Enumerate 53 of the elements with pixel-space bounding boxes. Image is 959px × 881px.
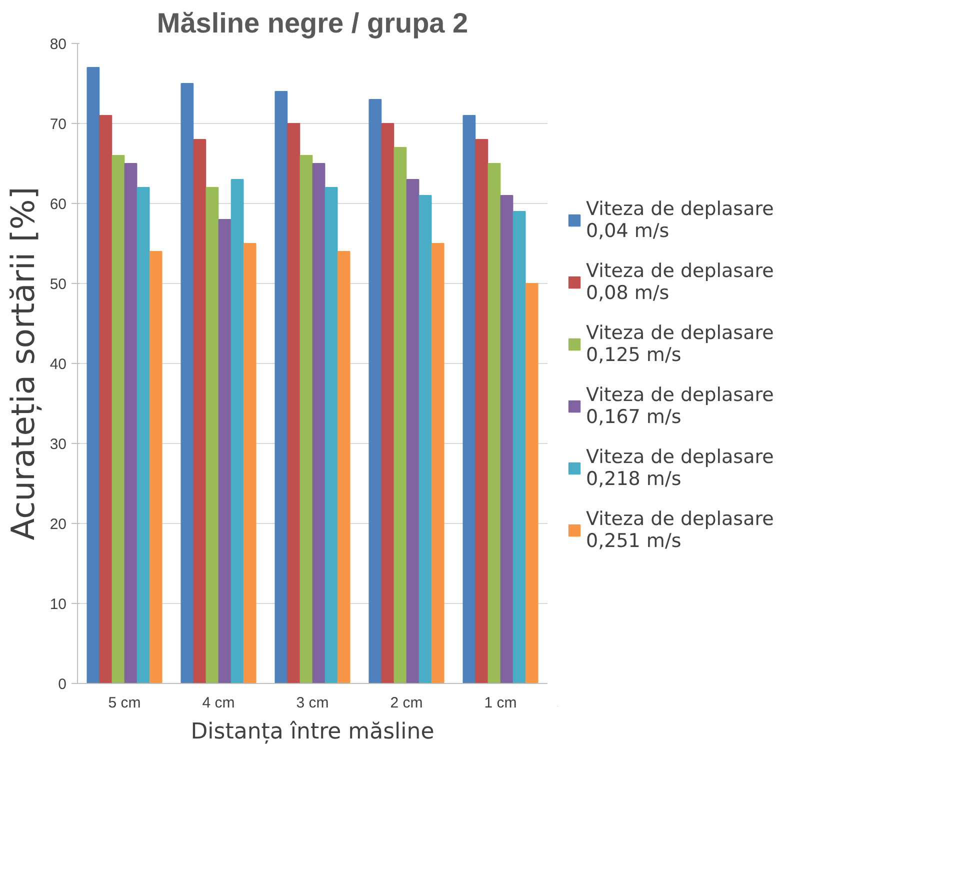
x-tick-label: 5 cm <box>108 694 141 712</box>
x-tick-label: 1 cm <box>484 694 517 712</box>
bar <box>488 163 501 684</box>
bar <box>218 219 232 684</box>
bar <box>475 139 488 684</box>
legend-label: Viteza de deplasare 0,218 m/s <box>586 446 774 490</box>
bar <box>512 211 526 684</box>
y-tick-label: 10 <box>50 596 67 613</box>
bar <box>287 123 300 684</box>
bar <box>99 115 112 684</box>
y-tick-label: 40 <box>50 356 67 373</box>
y-tick-label: 0 <box>58 676 66 693</box>
bar <box>230 179 244 684</box>
y-tick-label: 50 <box>50 276 67 293</box>
y-tick-label: 80 <box>50 36 67 53</box>
x-tick-label: 2 cm <box>390 694 423 712</box>
bar <box>324 187 338 684</box>
y-tick-label: 70 <box>50 116 67 133</box>
bar <box>381 123 394 684</box>
bar <box>431 243 444 684</box>
bar <box>337 251 350 684</box>
bar <box>300 155 313 684</box>
y-tick-label: 60 <box>50 196 67 213</box>
y-tick-label: 30 <box>50 436 67 453</box>
legend-label: Viteza de deplasare 0,167 m/s <box>586 384 774 428</box>
x-tick-label: 3 cm <box>296 694 329 712</box>
bar <box>193 139 206 684</box>
bar <box>462 115 476 684</box>
bar <box>500 195 514 684</box>
bar <box>112 155 125 684</box>
legend-label: Viteza de deplasare 0,251 m/s <box>586 508 774 552</box>
bar <box>406 179 420 684</box>
bar <box>180 83 194 684</box>
x-tick-label: 4 cm <box>202 694 235 712</box>
bar <box>312 163 326 684</box>
bar <box>394 147 407 684</box>
bar <box>136 187 150 684</box>
legend-label: Viteza de deplasare 0,125 m/s <box>586 322 774 366</box>
bar <box>86 67 100 684</box>
bar <box>525 283 538 684</box>
bar <box>124 163 138 684</box>
y-tick-label: 20 <box>50 516 67 533</box>
bar <box>368 99 382 684</box>
legend-label: Viteza de deplasare 0,08 m/s <box>586 260 774 304</box>
chart-title: Măsline negre / grupa 2 <box>156 8 468 38</box>
bar <box>243 243 256 684</box>
bar <box>274 91 288 684</box>
bar <box>149 251 162 684</box>
y-axis-title: Acurateția sortării [%] <box>4 186 42 540</box>
x-axis-title: Distanța între măsline <box>190 720 434 744</box>
bar <box>418 195 432 684</box>
bar <box>206 187 219 684</box>
legend-label: Viteza de deplasare 0,04 m/s <box>586 198 774 242</box>
